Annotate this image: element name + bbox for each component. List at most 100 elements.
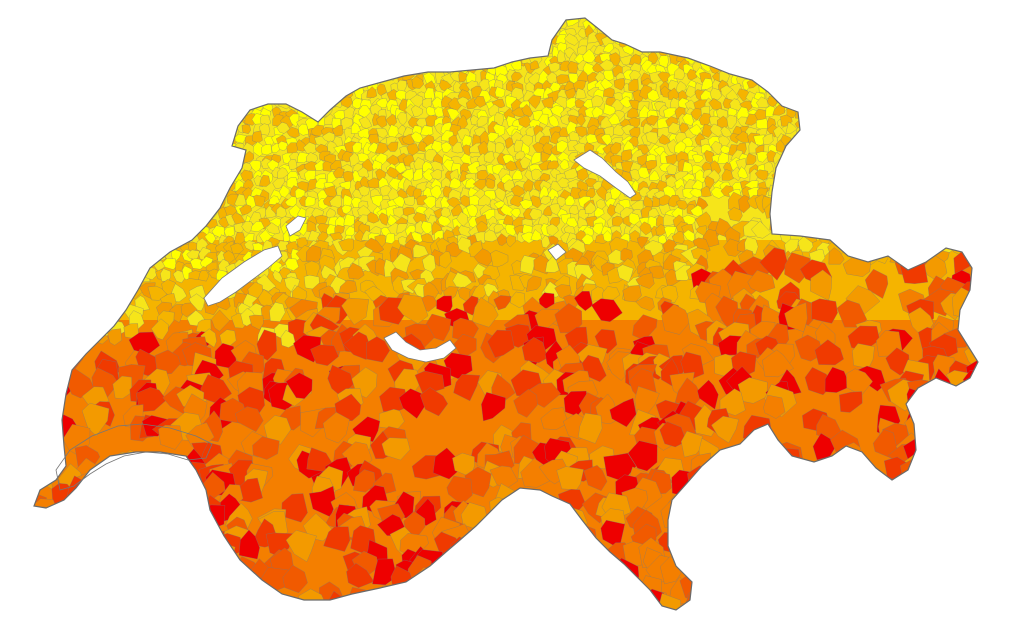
municipality-cell (750, 220, 772, 239)
municipality-cell (41, 206, 55, 221)
municipality-cell (424, 60, 437, 71)
municipality-cell (868, 205, 886, 221)
municipality-cell (225, 568, 249, 592)
municipality-cell (914, 49, 928, 61)
municipality-cell (829, 99, 842, 115)
municipality-cell (195, 573, 227, 605)
municipality-cell (190, 203, 204, 216)
municipality-cell (695, 18, 706, 34)
municipality-cell (195, 47, 208, 59)
municipality-cell (119, 52, 132, 66)
municipality-cell (34, 61, 41, 73)
municipality-cell (439, 79, 453, 91)
municipality-cell (376, 83, 387, 97)
municipality-cell (65, 97, 79, 108)
municipality-cell (108, 80, 122, 95)
municipality-cell (735, 130, 750, 143)
municipality-cell (920, 440, 942, 468)
municipality-cell (834, 115, 849, 128)
municipality-cell (34, 136, 36, 148)
municipality-cell (441, 46, 454, 57)
municipality-cell (158, 18, 171, 29)
municipality-cell (982, 28, 993, 39)
municipality-cell (869, 117, 883, 129)
municipality-cell (591, 95, 604, 108)
municipality-cell (826, 78, 841, 90)
municipality-cell (658, 55, 669, 69)
municipality-cell (468, 18, 483, 30)
municipality-cell (713, 42, 725, 58)
municipality-cell (135, 49, 146, 64)
municipality-cell (790, 70, 802, 82)
municipality-cell (609, 397, 637, 428)
municipality-cell (61, 282, 81, 303)
municipality-cell (952, 82, 967, 93)
municipality-cell (190, 120, 204, 132)
municipality-cell (134, 27, 147, 40)
municipality-cell (160, 32, 171, 44)
municipality-cell (738, 49, 750, 64)
municipality-cell (161, 204, 173, 216)
municipality-cell (570, 187, 583, 200)
municipality-cell (839, 592, 863, 610)
municipality-cell (90, 70, 102, 83)
municipality-cell (135, 139, 148, 154)
municipality-cell (89, 239, 104, 252)
municipality-cell (182, 99, 195, 111)
municipality-cell (809, 131, 822, 146)
municipality-cell (42, 171, 57, 182)
municipality-cell (964, 81, 977, 94)
municipality-cell (756, 449, 781, 475)
municipality-cell (907, 244, 927, 265)
municipality-cell (123, 211, 137, 225)
municipality-cell (928, 142, 941, 154)
municipality-cell (567, 60, 579, 74)
municipality-cell (55, 109, 69, 121)
municipality-cell (881, 87, 892, 99)
municipality-cell (504, 24, 519, 36)
municipality-cell (756, 512, 786, 545)
municipality-cell (174, 473, 196, 495)
municipality-cell (135, 45, 149, 57)
municipality-cell (807, 86, 818, 99)
municipality-cell (824, 366, 851, 393)
municipality-cell (249, 64, 263, 76)
municipality-cell (839, 391, 863, 413)
municipality-cell (369, 43, 381, 53)
municipality-cell (902, 121, 913, 136)
municipality-cell (207, 69, 221, 84)
municipality-cell (970, 23, 978, 36)
municipality-cell (492, 41, 505, 54)
municipality-cell (672, 514, 701, 544)
municipality-cell (785, 121, 798, 134)
municipality-cell (357, 46, 369, 57)
municipality-cell (267, 72, 278, 85)
municipality-cell (223, 18, 237, 30)
municipality-cell (834, 44, 847, 55)
municipality-cell (403, 45, 416, 57)
municipality-cell (119, 164, 132, 176)
municipality-cell (299, 33, 312, 48)
municipality-cell (943, 18, 956, 32)
municipality-cell (452, 53, 465, 69)
municipality-cell (72, 79, 86, 94)
municipality-cell (273, 599, 295, 610)
municipality-cell (277, 141, 289, 151)
municipality-cell (756, 44, 770, 57)
municipality-cell (894, 529, 919, 555)
municipality-cell (351, 122, 362, 134)
municipality-cell (463, 534, 490, 560)
municipality-cell (452, 61, 464, 72)
municipality-cell (801, 142, 813, 154)
municipality-cell (749, 454, 773, 476)
municipality-cell (790, 187, 803, 200)
municipality-cell (165, 225, 177, 235)
municipality-cell (251, 18, 265, 27)
municipality-cell (981, 45, 991, 53)
municipality-cell (401, 18, 413, 29)
municipality-cell (591, 298, 623, 322)
municipality-cell (962, 87, 976, 99)
municipality-cell (694, 584, 717, 610)
